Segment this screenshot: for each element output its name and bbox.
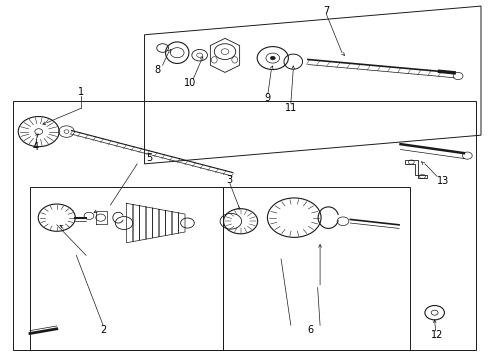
- Text: 5: 5: [146, 153, 152, 163]
- Text: 10: 10: [183, 78, 196, 88]
- Bar: [13, 101, 475, 350]
- Text: 6: 6: [306, 325, 313, 335]
- Text: 7: 7: [323, 6, 329, 16]
- Text: 3: 3: [226, 175, 232, 185]
- Text: 8: 8: [154, 64, 161, 75]
- Bar: [222, 187, 409, 350]
- Text: 13: 13: [436, 176, 448, 186]
- Text: 4: 4: [33, 142, 39, 152]
- Text: 9: 9: [264, 93, 270, 103]
- Bar: [30, 187, 222, 350]
- Text: 12: 12: [430, 330, 443, 340]
- Text: 1: 1: [78, 87, 84, 97]
- Circle shape: [270, 56, 275, 60]
- Text: 11: 11: [284, 103, 296, 113]
- Text: 2: 2: [100, 325, 106, 335]
